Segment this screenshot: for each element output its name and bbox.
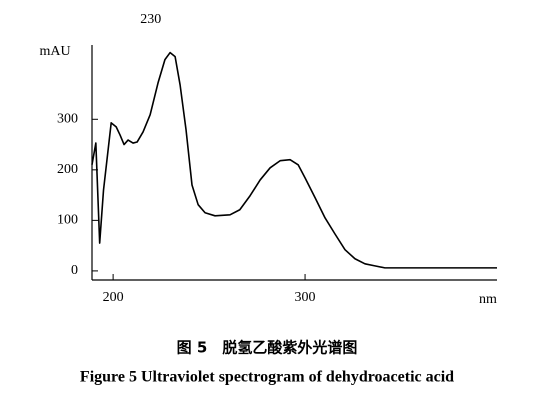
chart-subtitle: Figure 5 Ultraviolet spectrogram of dehy… xyxy=(80,369,454,386)
chart-title: 图 5 脱氢乙酸紫外光谱图 xyxy=(177,339,358,357)
y-axis-label: mAU xyxy=(39,44,70,59)
y-tick-label: 100 xyxy=(57,213,78,228)
y-tick-label: 200 xyxy=(57,162,78,177)
y-tick-label: 300 xyxy=(57,112,78,127)
x-tick-label: 200 xyxy=(103,290,124,305)
x-axis-label: nm xyxy=(479,292,497,307)
y-tick-label: 0 xyxy=(71,263,78,278)
x-tick-label: 300 xyxy=(295,290,316,305)
spectrum-line xyxy=(91,51,497,269)
peak-annotation: 230 xyxy=(140,12,161,27)
